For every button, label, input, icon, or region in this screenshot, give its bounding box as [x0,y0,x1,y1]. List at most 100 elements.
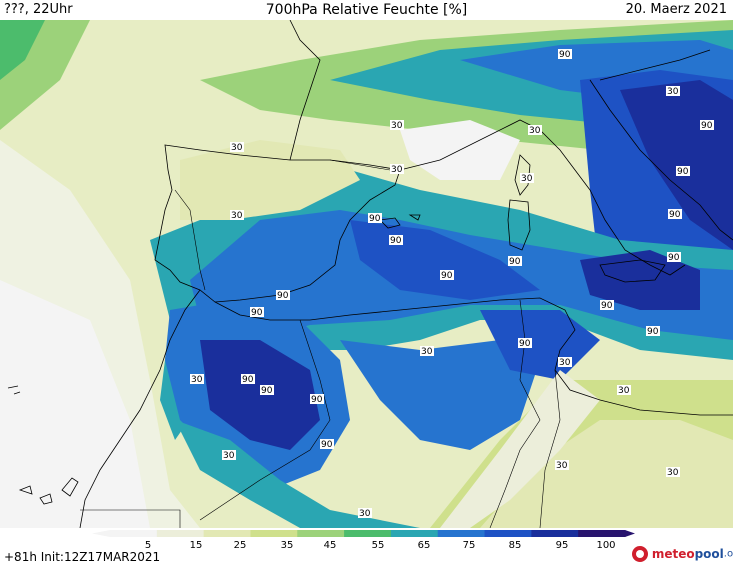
contour-label: 90 [440,270,454,281]
contour-label: 90 [260,385,274,396]
contour-label: 90 [368,213,382,224]
meteopool-logo: meteopool.org [632,546,733,564]
forecast-init-label: +81h Init:12Z17MAR2021 [4,550,161,564]
contour-label: 90 [600,300,614,311]
svg-text:90: 90 [701,121,713,131]
colorbar-tick-label: 95 [556,540,569,550]
contour-label: 30 [666,86,680,97]
colorbar-segment [531,530,579,537]
svg-text:90: 90 [668,253,680,263]
contour-label: 30 [230,142,244,153]
contour-label: 90 [508,256,522,267]
colorbar-arrow-left [92,530,110,537]
contour-label: 30 [358,508,372,519]
colorbar-tick-label: 85 [509,540,522,550]
svg-text:90: 90 [601,301,613,311]
contour-label: 30 [230,210,244,221]
border-mauritania [80,509,181,528]
colorbar-segment [344,530,392,537]
contour-label: 30 [528,125,542,136]
svg-text:90: 90 [277,291,289,301]
coast-north-africa [214,297,733,416]
svg-text:30: 30 [223,451,235,461]
meteopool-logo-icon [632,546,648,562]
colorbar-segment [437,530,486,537]
svg-text:30: 30 [667,87,679,97]
colorbar-tick-label: 65 [418,540,431,550]
colorbar-tick-label: 5 [145,540,151,550]
moist-area-nw-core [0,20,45,80]
svg-text:30: 30 [529,126,541,136]
contour-labels: 30 30 30 30 30 30 30 30 30 30 30 30 30 3… [190,49,714,519]
svg-text:30: 30 [391,165,403,175]
colorbar-segment [578,530,626,537]
contour-label: 30 [390,120,404,131]
svg-text:30: 30 [359,509,371,519]
contour-label: 30 [617,385,631,396]
contour-label: 30 [520,173,534,184]
contour-label: 90 [276,290,290,301]
svg-text:90: 90 [519,339,531,349]
canary-islands [7,385,79,505]
contour-label: 90 [320,439,334,450]
contour-label: 30 [222,450,236,461]
coast-sicily [599,259,666,283]
colorbar-tick-label: 45 [324,540,337,550]
svg-text:90: 90 [509,257,521,267]
border-morocco-algeria [199,319,331,521]
colorbar-tick-label: 25 [234,540,247,550]
colorbar-arrow-right [625,530,635,537]
colorbar-tick-label: 55 [372,540,385,550]
colorbar-tick-label: 15 [190,540,203,550]
coast-italy [589,49,733,241]
dry-area-atlantic [0,280,150,528]
svg-text:30: 30 [231,211,243,221]
contour-label: 90 [667,252,681,263]
contour-label: 90 [518,338,532,349]
coast-france [289,20,686,276]
contour-label: 30 [555,460,569,471]
valid-date-label: 20. Maerz 2021 [625,2,727,17]
colorbar-segment [297,530,345,537]
colorbar-segment [156,530,205,537]
colorbar: 5 15 25 35 45 55 65 75 85 95 100 [92,530,635,550]
colorbar-segment [484,530,532,537]
coastlines [79,20,733,528]
moist-tongue-sw [175,420,420,528]
contour-label: 90 [310,394,324,405]
svg-text:30: 30 [667,468,679,478]
contour-label: 90 [389,235,403,246]
svg-text:90: 90 [311,395,323,405]
contour-label: 30 [420,346,434,357]
contour-label: 30 [558,357,572,368]
svg-text:30: 30 [391,121,403,131]
svg-text:90: 90 [369,214,381,224]
contour-label: 90 [668,209,682,220]
border-libya [539,369,561,528]
svg-text:90: 90 [390,236,402,246]
svg-text:30: 30 [618,386,630,396]
svg-text:30: 30 [556,461,568,471]
colorbar-segment [203,530,251,537]
colorbar-tick-label: 100 [596,540,615,550]
svg-text:90: 90 [321,440,333,450]
svg-text:30: 30 [559,358,571,368]
humidity-map: 30 30 30 30 30 30 30 30 30 30 30 30 30 3… [0,20,733,528]
border-spain-france [329,159,391,171]
colorbar-segment [250,530,298,537]
svg-text:30: 30 [521,174,533,184]
svg-text:30: 30 [191,375,203,385]
colorbar-segment [110,530,158,537]
svg-text:90: 90 [251,308,263,318]
header-bar: ???, 22Uhr 700hPa Relative Feuchte [%] 2… [0,0,733,20]
contour-label: 90 [700,120,714,131]
svg-text:30: 30 [231,143,243,153]
dry-streak-tunisia [440,370,600,528]
contour-label: 90 [676,166,690,177]
svg-text:90: 90 [261,386,273,396]
coast-balearics [379,214,421,229]
contour-label: 30 [390,164,404,175]
contour-label: 90 [558,49,572,60]
border-spain-portugal [174,189,206,291]
